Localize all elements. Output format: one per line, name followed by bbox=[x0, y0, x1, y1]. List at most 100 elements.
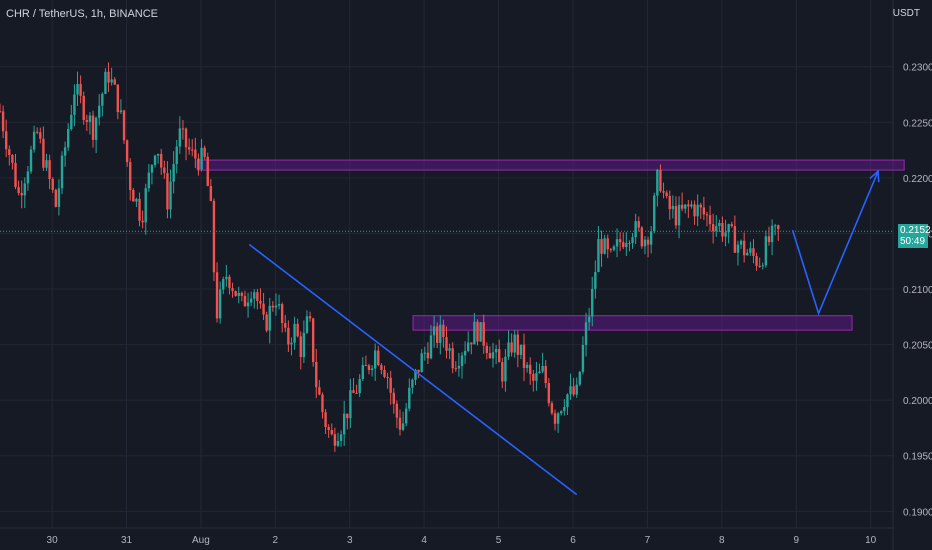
candle-body bbox=[206, 156, 209, 186]
candle-body bbox=[284, 323, 287, 328]
candle-body bbox=[677, 204, 681, 226]
candle-body bbox=[358, 379, 361, 394]
candle-body bbox=[398, 417, 402, 430]
candle-body bbox=[70, 114, 73, 130]
price-tick-label: 0.2300 bbox=[903, 63, 932, 74]
time-tick-label: 6 bbox=[570, 535, 576, 546]
candle-body bbox=[42, 138, 45, 168]
candle-body bbox=[330, 429, 333, 435]
candle-body bbox=[268, 305, 271, 331]
candle-body bbox=[659, 170, 662, 192]
resistance-zone bbox=[196, 159, 905, 171]
candle-body bbox=[777, 225, 780, 230]
candle-body bbox=[742, 240, 746, 256]
candle-body bbox=[563, 406, 566, 412]
candle-body bbox=[234, 290, 237, 296]
candle-body bbox=[653, 195, 656, 232]
candle-body bbox=[432, 326, 436, 336]
candle-body bbox=[715, 226, 718, 232]
candle-body bbox=[5, 131, 8, 150]
candle-body bbox=[507, 342, 510, 357]
candle-body bbox=[110, 79, 113, 83]
time-tick-label: Aug bbox=[192, 535, 210, 546]
candle-body bbox=[1, 111, 5, 132]
candle-body bbox=[634, 221, 637, 238]
candle-body bbox=[386, 376, 389, 378]
candle-body bbox=[752, 248, 755, 256]
candle-body bbox=[606, 238, 609, 250]
time-tick-label: 7 bbox=[645, 535, 651, 546]
candle-body bbox=[17, 187, 20, 194]
candle-body bbox=[32, 131, 36, 150]
candle-body bbox=[473, 321, 476, 345]
time-tick-label: 5 bbox=[496, 535, 502, 546]
candle-body bbox=[498, 349, 501, 363]
candle-body bbox=[435, 326, 439, 343]
time-tick-label: 3 bbox=[347, 535, 353, 546]
candle-body bbox=[76, 83, 79, 95]
candle-body bbox=[383, 369, 386, 377]
candle-body bbox=[770, 225, 774, 243]
time-tick-label: 4 bbox=[421, 535, 427, 546]
trend-line bbox=[248, 243, 578, 496]
bar-countdown: 50:49 bbox=[900, 236, 926, 248]
projection-arrowhead bbox=[869, 169, 880, 183]
candle-body bbox=[749, 248, 752, 253]
price-tick-label: 0.1950 bbox=[903, 452, 932, 463]
candle-body bbox=[85, 120, 89, 122]
price-tick-label: 0.2100 bbox=[903, 285, 932, 296]
candle-body bbox=[91, 115, 95, 140]
candle-body bbox=[222, 279, 225, 290]
candle-body bbox=[156, 153, 160, 156]
candle-body bbox=[277, 304, 281, 306]
candle-body bbox=[696, 204, 699, 217]
candle-body bbox=[302, 332, 306, 358]
candle-body bbox=[718, 223, 721, 227]
candle-body bbox=[333, 434, 337, 446]
candle-body bbox=[57, 188, 61, 207]
candle-body bbox=[739, 240, 743, 245]
price-tick-label: 0.2250 bbox=[903, 118, 932, 129]
candle-body bbox=[600, 239, 603, 254]
candle-body bbox=[135, 198, 138, 202]
candle-body bbox=[67, 129, 70, 148]
candle-body bbox=[125, 140, 129, 163]
candle-body bbox=[296, 323, 299, 337]
candle-body bbox=[339, 434, 343, 442]
candle-body bbox=[485, 345, 489, 353]
candle-body bbox=[612, 246, 616, 250]
candle-body bbox=[82, 95, 85, 121]
candle-body bbox=[439, 324, 442, 343]
candle-body bbox=[144, 188, 147, 223]
candle-body bbox=[420, 353, 423, 373]
candle-body bbox=[395, 403, 399, 418]
candle-body bbox=[581, 344, 585, 372]
candle-body bbox=[392, 392, 395, 404]
candle-body bbox=[231, 288, 234, 291]
candle-body bbox=[45, 160, 48, 168]
candle-body bbox=[625, 243, 628, 248]
candle-body bbox=[587, 316, 591, 323]
price-tick-label: 0.1900 bbox=[903, 507, 932, 518]
candle-body bbox=[253, 292, 256, 299]
candle-body bbox=[73, 94, 76, 115]
candle-body bbox=[194, 149, 197, 159]
candle-body bbox=[200, 147, 203, 170]
candle-body bbox=[175, 146, 178, 165]
candle-body bbox=[132, 190, 135, 202]
candle-body bbox=[141, 220, 144, 223]
candle-body bbox=[643, 239, 647, 247]
candle-body bbox=[218, 289, 222, 319]
candle-body bbox=[346, 413, 349, 419]
candle-body bbox=[318, 387, 321, 395]
candle-body bbox=[730, 224, 733, 227]
candle-body bbox=[29, 149, 33, 172]
candle-body bbox=[327, 427, 330, 430]
candle-body bbox=[544, 365, 547, 384]
candle-body bbox=[311, 318, 315, 362]
candle-body bbox=[603, 238, 606, 254]
candle-body bbox=[39, 132, 42, 139]
candle-body bbox=[584, 322, 588, 345]
candle-body bbox=[547, 383, 551, 404]
